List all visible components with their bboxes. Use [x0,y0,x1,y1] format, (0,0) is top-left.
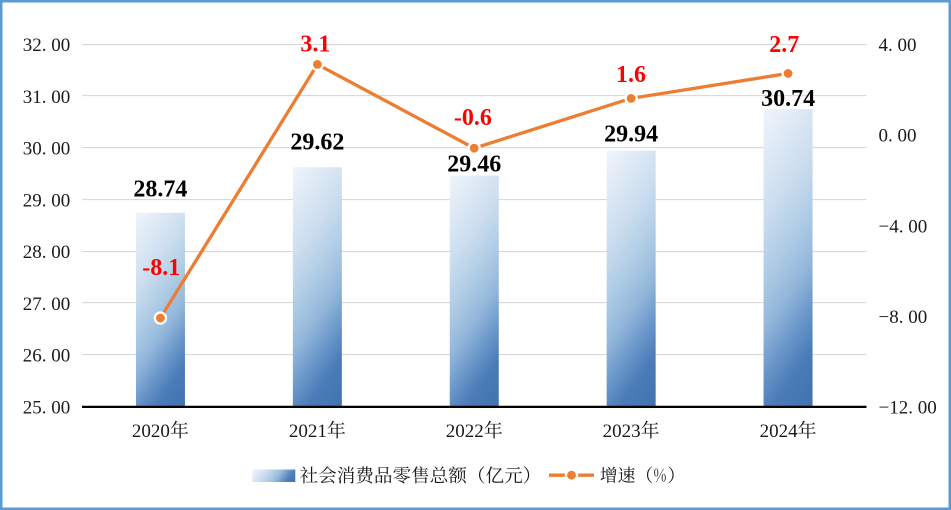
svg-text:28. 00: 28. 00 [23,242,71,263]
svg-text:0. 00: 0. 00 [879,126,917,147]
svg-text:29. 00: 29. 00 [23,190,71,211]
svg-text:−12. 00: −12. 00 [879,398,937,419]
svg-text:3.1: 3.1 [300,31,330,57]
svg-text:-0.6: -0.6 [454,105,492,131]
svg-text:31. 00: 31. 00 [23,87,71,108]
svg-text:4. 00: 4. 00 [879,35,917,56]
svg-text:30.74: 30.74 [761,86,815,112]
svg-text:29.46: 29.46 [447,151,501,177]
svg-text:30. 00: 30. 00 [23,139,71,160]
svg-text:29.94: 29.94 [604,121,658,147]
svg-text:1.6: 1.6 [616,62,646,88]
svg-text:27. 00: 27. 00 [23,294,71,315]
svg-text:2.7: 2.7 [769,32,799,58]
svg-text:−8. 00: −8. 00 [879,307,928,328]
svg-text:29.62: 29.62 [290,130,344,156]
svg-text:2023: 2023 [603,421,641,442]
svg-text:−4. 00: −4. 00 [879,216,928,237]
svg-text:-8.1: -8.1 [142,255,180,281]
svg-text:28.74: 28.74 [133,177,187,203]
svg-text:2021: 2021 [289,421,327,442]
svg-text:2024: 2024 [760,421,799,442]
svg-text:26. 00: 26. 00 [23,346,71,367]
svg-text:25. 00: 25. 00 [23,398,71,419]
svg-text:32. 00: 32. 00 [23,35,71,56]
svg-text:2020: 2020 [132,421,170,442]
svg-text:2022: 2022 [446,421,484,442]
